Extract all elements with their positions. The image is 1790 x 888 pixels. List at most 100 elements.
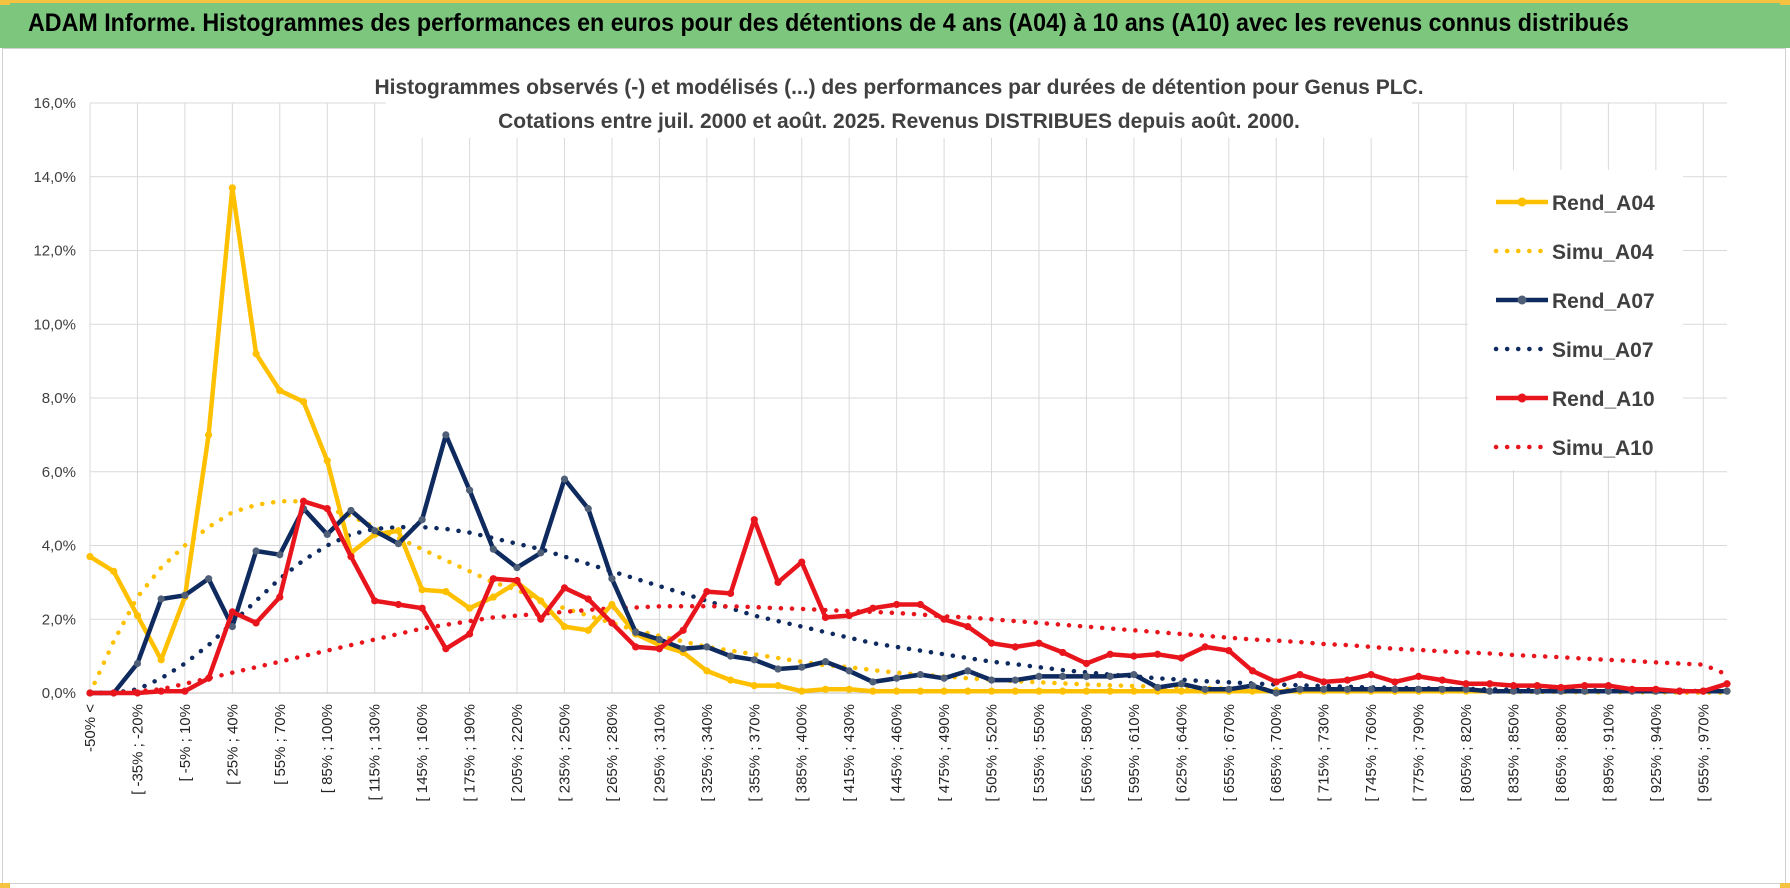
data-point bbox=[1581, 687, 1589, 695]
data-point bbox=[1059, 648, 1067, 657]
legend-background bbox=[1468, 170, 1683, 470]
data-point bbox=[371, 597, 379, 605]
chart-title-block: Histogrammes observés (-) et modélisés (… bbox=[374, 68, 1424, 138]
y-tick-label: 14,0% bbox=[33, 169, 76, 186]
x-tick-label: [ 175% ; 190% bbox=[462, 704, 479, 802]
data-point bbox=[228, 184, 236, 192]
data-point bbox=[1154, 650, 1162, 658]
data-point bbox=[964, 687, 972, 695]
data-point bbox=[133, 611, 142, 620]
data-point bbox=[418, 586, 426, 594]
legend: Rend_A04 Simu_A04 Rend_A07 Simu_A07 Rend_A10… bbox=[1468, 170, 1683, 470]
data-point bbox=[655, 635, 663, 644]
data-point bbox=[893, 674, 901, 682]
data-point bbox=[1130, 670, 1138, 679]
data-point bbox=[774, 682, 782, 690]
data-point bbox=[1509, 687, 1518, 695]
x-tick-label: [ 805% ; 820% bbox=[1458, 704, 1475, 802]
data-point bbox=[798, 663, 806, 671]
data-point bbox=[1367, 685, 1375, 693]
x-tick-label: [ 955% ; 970% bbox=[1695, 704, 1712, 802]
data-point bbox=[1106, 672, 1114, 681]
data-point bbox=[584, 595, 592, 603]
data-point bbox=[750, 656, 758, 664]
data-point bbox=[1581, 682, 1589, 690]
data-point bbox=[442, 587, 450, 596]
data-point bbox=[181, 591, 189, 599]
data-point bbox=[679, 626, 687, 634]
x-tick-label: [ 445% ; 460% bbox=[889, 704, 906, 802]
data-point bbox=[608, 600, 616, 609]
data-point bbox=[1035, 687, 1043, 695]
x-tick-label: [ 55% ; 70% bbox=[272, 704, 289, 785]
data-point bbox=[465, 630, 474, 638]
page-title: ADAM Informe. Histogrammes des performan… bbox=[28, 9, 1629, 37]
x-tick-label: [ 745% ; 760% bbox=[1363, 704, 1380, 802]
legend-marker bbox=[1517, 295, 1527, 305]
data-point bbox=[940, 674, 948, 682]
data-point bbox=[679, 645, 687, 653]
legend-label: Simu_A04 bbox=[1552, 241, 1654, 264]
data-point bbox=[1414, 672, 1423, 681]
data-point bbox=[418, 516, 426, 524]
data-point bbox=[1343, 676, 1352, 684]
data-point bbox=[869, 687, 877, 695]
legend-item-Rend_A04: Rend_A04 bbox=[1496, 192, 1655, 215]
x-tick-label: [ 715% ; 730% bbox=[1316, 704, 1333, 802]
x-tick-label: [ 835% ; 850% bbox=[1505, 704, 1522, 802]
data-point bbox=[1723, 680, 1731, 688]
y-tick-label: 2,0% bbox=[42, 611, 76, 628]
data-point bbox=[323, 457, 331, 465]
data-point bbox=[1320, 678, 1328, 686]
data-point bbox=[750, 682, 758, 690]
data-point bbox=[703, 667, 711, 675]
data-point bbox=[1011, 676, 1019, 684]
data-point bbox=[1082, 672, 1091, 681]
data-point bbox=[133, 689, 142, 697]
data-point bbox=[1723, 687, 1731, 695]
series-line-Rend_A10 bbox=[90, 499, 1728, 696]
data-point bbox=[916, 687, 924, 695]
data-point bbox=[537, 615, 545, 623]
data-point bbox=[1225, 646, 1233, 655]
data-point bbox=[1675, 687, 1684, 695]
legend-label: Rend_A04 bbox=[1552, 192, 1655, 215]
x-tick-label: [ 265% ; 280% bbox=[604, 704, 621, 802]
data-point bbox=[299, 398, 308, 406]
legend-item-Rend_A10: Rend_A10 bbox=[1496, 388, 1655, 411]
x-tick-label: [ 475% ; 490% bbox=[936, 704, 953, 802]
x-tick-label: [ 385% ; 400% bbox=[794, 704, 811, 802]
data-point bbox=[1248, 667, 1257, 675]
data-point bbox=[1248, 687, 1257, 695]
data-point bbox=[276, 593, 284, 601]
legend-label: Rend_A10 bbox=[1552, 388, 1655, 411]
data-point bbox=[1059, 672, 1067, 681]
data-point bbox=[157, 687, 165, 695]
data-point bbox=[1082, 687, 1091, 695]
y-tick-label: 0,0% bbox=[42, 685, 76, 702]
y-tick-label: 10,0% bbox=[33, 316, 76, 333]
x-tick-label: [ 565% ; 580% bbox=[1078, 704, 1095, 802]
series-Rend_A07 bbox=[86, 431, 1731, 697]
data-point bbox=[1177, 680, 1185, 688]
data-point bbox=[940, 615, 948, 623]
data-point bbox=[465, 486, 474, 494]
x-tick-label: [ 685% ; 700% bbox=[1268, 704, 1285, 802]
x-tick-label: [ 295% ; 310% bbox=[651, 704, 668, 802]
legend-marker bbox=[1517, 393, 1527, 403]
data-point bbox=[1011, 643, 1019, 651]
data-point bbox=[1082, 659, 1091, 668]
data-point bbox=[465, 604, 474, 612]
data-point bbox=[560, 584, 569, 592]
legend-label: Rend_A07 bbox=[1552, 290, 1655, 313]
data-point bbox=[252, 547, 260, 555]
data-point bbox=[157, 656, 165, 664]
x-tick-label: [ 535% ; 550% bbox=[1031, 704, 1048, 802]
x-tick-label: [ -35% ; -20% bbox=[129, 704, 146, 795]
data-point bbox=[1035, 672, 1043, 681]
data-point bbox=[916, 670, 924, 679]
data-point bbox=[774, 578, 782, 586]
data-point bbox=[1320, 685, 1328, 693]
data-point bbox=[1486, 680, 1494, 688]
